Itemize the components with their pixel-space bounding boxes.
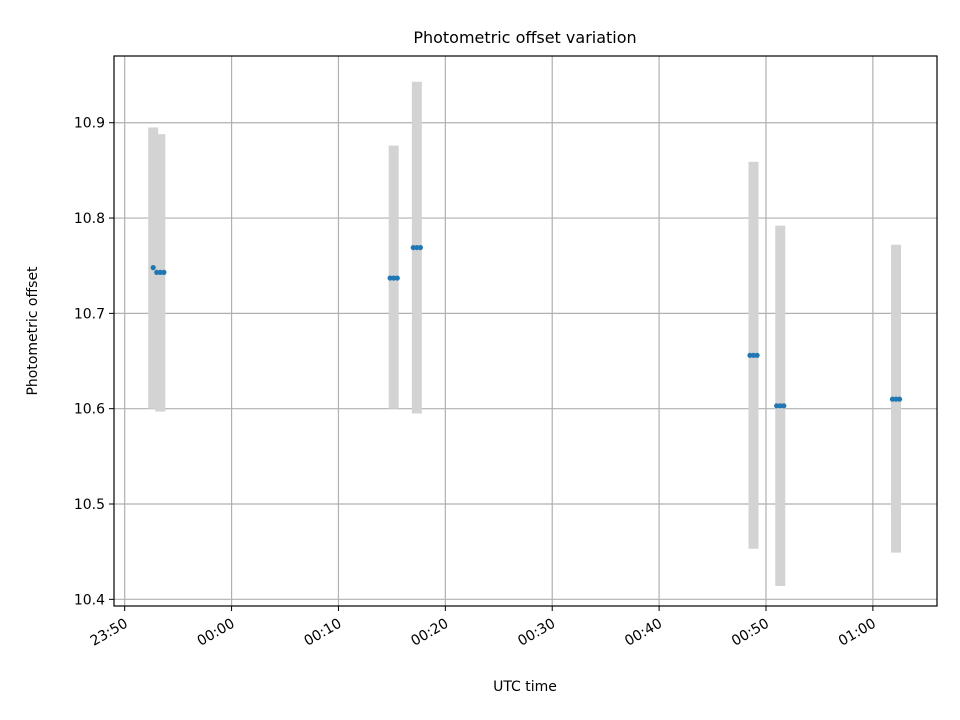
y-axis-ticks: 10.4 10.5 10.6 10.7 10.8 10.9 <box>74 116 114 608</box>
x-tick-label: 00:50 <box>729 616 772 650</box>
data-point <box>896 396 903 402</box>
y-tick-label: 10.9 <box>74 116 105 132</box>
data-point <box>781 403 787 409</box>
y-tick-label: 10.4 <box>74 592 105 608</box>
grid <box>114 56 937 606</box>
x-tick-label: 23:50 <box>88 616 131 650</box>
data-point <box>417 244 423 251</box>
data-point <box>747 352 753 358</box>
data-point <box>754 352 760 358</box>
data-point <box>889 396 896 402</box>
data-point <box>750 352 757 358</box>
x-axis-label: UTC time <box>493 679 557 695</box>
x-tick-label: 00:40 <box>622 616 665 650</box>
x-tick-label: 00:10 <box>302 616 345 650</box>
y-tick-label: 10.8 <box>74 211 105 227</box>
x-tick-label: 01:00 <box>836 616 879 650</box>
y-axis-label: Photometric offset <box>25 266 41 396</box>
y-tick-label: 10.5 <box>74 497 105 513</box>
x-tick-label: 00:20 <box>408 616 451 650</box>
data-point <box>154 269 160 275</box>
data-point <box>394 275 400 281</box>
data-point <box>410 244 416 251</box>
data-point <box>150 265 156 271</box>
x-axis-ticks: 23:50 00:00 00:10 00:20 00:30 00:40 00:50 01:00 <box>88 606 879 650</box>
x-tick-label: 00:00 <box>195 616 238 650</box>
data-point <box>774 403 780 409</box>
data-point <box>777 403 783 409</box>
y-tick-label: 10.6 <box>74 402 105 418</box>
y-tick-label: 10.7 <box>74 306 105 322</box>
data-point <box>391 275 397 281</box>
plot-area <box>114 56 937 606</box>
x-tick-label: 00:30 <box>515 616 558 650</box>
data-point <box>414 244 420 251</box>
chart-title: Photometric offset variation <box>413 28 636 47</box>
data-point <box>157 269 163 275</box>
data-points <box>150 244 903 409</box>
data-point <box>161 269 167 275</box>
plot-frame <box>113 55 938 607</box>
data-point <box>387 275 393 281</box>
data-point <box>893 396 899 402</box>
